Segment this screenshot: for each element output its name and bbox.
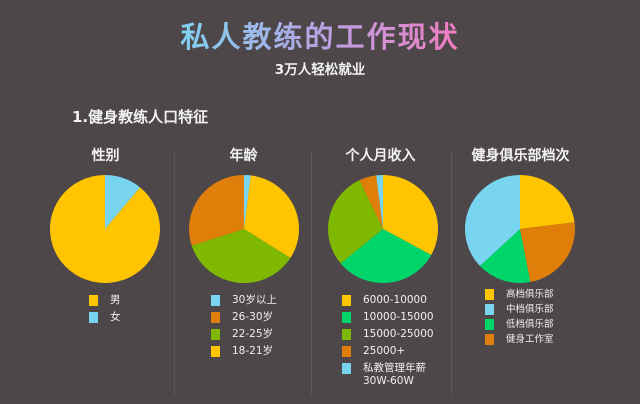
club-level-panel: 健身俱乐部档次 高档俱乐部中档俱乐部低档俱乐部健身工作室 [452,146,589,345]
gender-pie-chart [49,175,160,283]
age-panel: 年龄 30岁以上 26-30岁 22-25岁 18-21岁 [175,146,312,357]
legend-label: 男 [110,294,121,306]
pie-slice [244,175,299,258]
pie-slice [191,229,291,283]
legend-item: 高档俱乐部 [485,288,554,303]
page-title: 私人教练的工作现状 [180,20,460,54]
legend-item: 健身工作室 [485,333,554,348]
legend-swatch [342,329,351,340]
section-title: 1.健身教练人口特征 [72,108,209,126]
legend-label: 30岁以上 [232,294,277,306]
pie-slice [49,175,160,283]
legend-swatch [485,304,494,315]
pie-slice [383,175,438,256]
legend-label: 15000-25000 [363,328,434,340]
legend-item: 30岁以上 [211,294,277,311]
page-subtitle: 3万人轻松就业 [274,62,366,78]
age-pie-chart [189,175,299,283]
legend-swatch [211,346,220,357]
legend-swatch [342,312,351,323]
legend-label: 18-21岁 [232,345,274,357]
legend-swatch [485,289,494,300]
legend-label: 私教管理年薪 30W-60W [363,362,426,387]
legend-label: 26-30岁 [232,311,274,323]
chart-title: 年龄 [229,148,258,164]
legend-swatch [485,334,494,345]
pie-slice [520,175,575,229]
chart-title: 性别 [91,148,120,164]
legend-label: 低档俱乐部 [506,319,554,330]
legend-label: 健身工作室 [506,334,554,345]
legend-swatch [89,312,98,323]
pie-slice [244,175,251,229]
legend-item: 15000-25000 [342,328,434,345]
club-level-pie-chart [465,175,575,283]
chart-legend: 男女 [89,294,121,328]
legend-item: 22-25岁 [211,328,277,345]
legend-label: 6000-10000 [363,294,427,306]
pie-slice [189,175,244,246]
chart-legend: 6000-10000 10000-15000 15000-25000 25000+ 私教… [342,294,434,392]
legend-swatch [89,295,98,306]
legend-label: 10000-15000 [363,311,434,323]
legend-label: 女 [110,311,121,323]
legend-item: 10000-15000 [342,311,434,328]
gender-panel: 性别 男女 [37,146,174,323]
legend-swatch [211,295,220,306]
divider [451,150,452,395]
pie-slice [328,180,383,264]
legend-swatch [485,319,494,330]
legend-swatch [342,363,351,374]
legend-label: 25000+ [363,345,406,357]
pie-slice [479,229,531,283]
chart-legend: 30岁以上 26-30岁 22-25岁 18-21岁 [211,294,277,362]
legend-swatch [211,329,220,340]
chart-title: 个人月收入 [345,148,416,164]
legend-item: 男 [89,294,121,311]
pie-slice [340,229,432,283]
legend-label: 22-25岁 [232,328,274,340]
pie-slice [359,175,383,229]
legend-item: 26-30岁 [211,311,277,328]
legend-item: 低档俱乐部 [485,318,554,333]
pie-slice [376,175,383,229]
chart-title: 健身俱乐部档次 [471,148,570,164]
legend-swatch [211,312,220,323]
pie-slice [520,222,575,283]
legend-item: 私教管理年薪 30W-60W [342,362,434,392]
income-pie-chart [328,175,438,283]
legend-item: 6000-10000 [342,294,434,311]
pie-slice [465,175,520,266]
pie-slice [105,175,141,229]
divider [174,150,175,395]
legend-item: 18-21岁 [211,345,277,362]
legend-swatch [342,295,351,306]
legend-item: 女 [89,311,121,328]
chart-legend: 高档俱乐部中档俱乐部低档俱乐部健身工作室 [485,288,554,348]
divider [311,150,312,395]
legend-item: 中档俱乐部 [485,303,554,318]
income-panel: 个人月收入 6000-10000 10000-15000 15000-25000 25… [312,146,449,387]
legend-swatch [342,346,351,357]
legend-label: 高档俱乐部 [506,289,554,300]
legend-item: 25000+ [342,345,434,362]
legend-label: 中档俱乐部 [506,304,554,315]
